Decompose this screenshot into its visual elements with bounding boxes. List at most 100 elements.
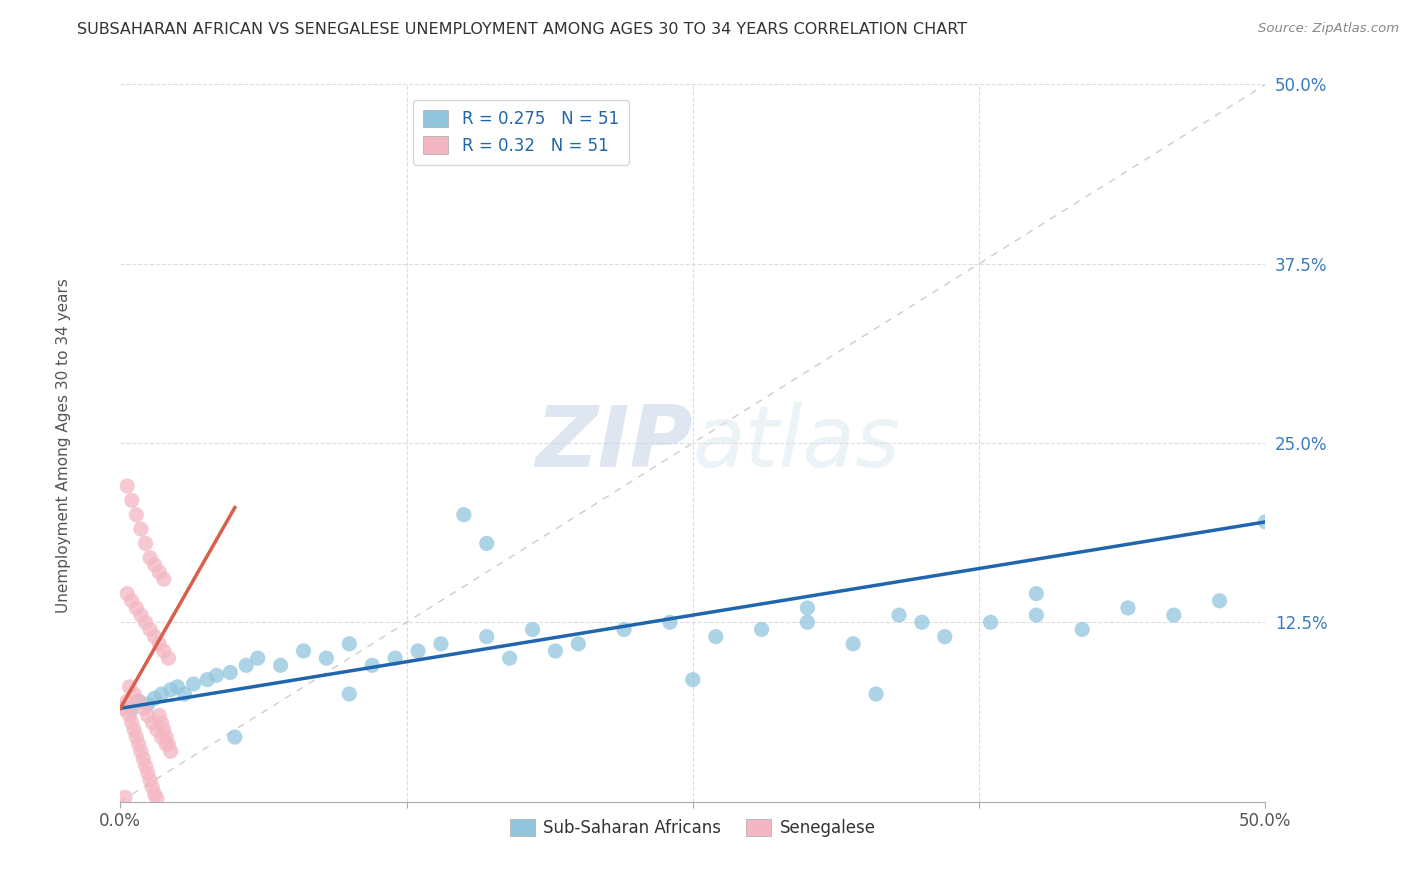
Point [842,637,865,651]
Text: Source: ZipAtlas.com: Source: ZipAtlas.com [1258,22,1399,36]
Point [111,701,134,715]
Point [143,630,166,644]
Point [183,677,205,691]
Point [205,668,228,682]
Point [224,730,246,744]
Point [235,658,257,673]
Point [292,644,315,658]
Point [658,615,681,630]
Point [361,658,384,673]
Point [173,687,195,701]
Point [613,623,636,637]
Point [796,615,818,630]
Point [122,687,145,701]
Point [796,601,818,615]
Point [1025,586,1047,600]
Point [121,715,143,730]
Point [134,536,156,550]
Point [567,637,589,651]
Point [125,730,148,744]
Point [430,637,453,651]
Point [153,644,176,658]
Point [143,558,166,572]
Point [115,479,138,493]
Point [1254,515,1277,529]
Point [865,687,887,701]
Point [150,715,173,730]
Point [134,615,156,630]
Point [129,522,152,536]
Point [128,737,150,751]
Point [146,791,169,805]
Point [125,601,148,615]
Point [115,586,138,600]
Point [148,708,170,723]
Point [146,723,169,737]
Point [159,744,181,758]
Point [406,644,429,658]
Point [195,673,218,687]
Point [150,730,173,744]
Point [129,608,152,623]
Point [121,594,143,608]
Point [150,687,173,701]
Point [1071,623,1094,637]
Point [128,694,150,708]
Point [934,630,956,644]
Point [128,694,150,708]
Point [139,550,162,565]
Point [139,623,162,637]
Point [141,715,163,730]
Point [114,701,136,715]
Point [498,651,520,665]
Point [544,644,567,658]
Point [751,623,773,637]
Point [125,508,148,522]
Point [980,615,1002,630]
Point [155,730,177,744]
Point [114,790,136,805]
Point [1208,594,1230,608]
Text: Unemployment Among Ages 30 to 34 years: Unemployment Among Ages 30 to 34 years [56,278,70,614]
Text: SUBSAHARAN AFRICAN VS SENEGALESE UNEMPLOYMENT AMONG AGES 30 TO 34 YEARS CORRELAT: SUBSAHARAN AFRICAN VS SENEGALESE UNEMPLO… [77,22,967,37]
Legend: Sub-Saharan Africans, Senegalese: Sub-Saharan Africans, Senegalese [503,812,883,844]
Point [157,651,180,665]
Point [153,723,176,737]
Point [522,623,544,637]
Point [384,651,406,665]
Point [136,708,159,723]
Point [122,723,145,737]
Point [1116,601,1139,615]
Point [270,658,292,673]
Point [157,737,180,751]
Point [148,637,170,651]
Point [139,773,162,788]
Point [911,615,934,630]
Point [475,630,498,644]
Point [136,765,159,780]
Point [159,682,181,697]
Point [166,680,188,694]
Point [143,691,166,706]
Text: atlas: atlas [693,401,901,484]
Point [1163,608,1185,623]
Point [246,651,269,665]
Point [132,751,155,765]
Point [121,701,143,715]
Point [1025,608,1047,623]
Point [136,697,159,711]
Point [337,687,360,701]
Point [134,758,156,772]
Point [132,701,155,715]
Point [337,637,360,651]
Point [153,572,176,586]
Point [118,680,141,694]
Point [143,788,166,802]
Point [118,708,141,723]
Point [475,536,498,550]
Point [315,651,337,665]
Point [141,780,163,795]
Point [155,737,177,751]
Point [704,630,727,644]
Point [121,493,143,508]
